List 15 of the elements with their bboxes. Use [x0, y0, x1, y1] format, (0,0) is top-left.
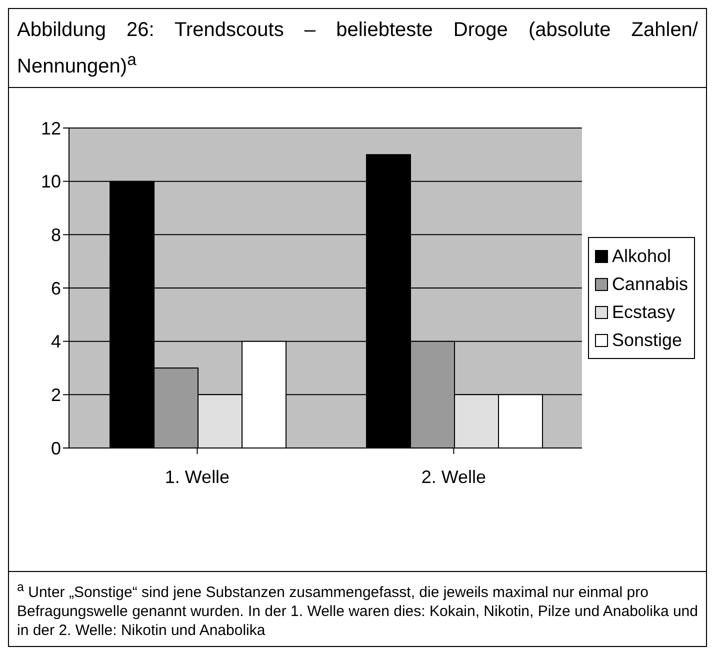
legend-label: Ecstasy	[612, 301, 675, 324]
y-tick-label: 0	[50, 438, 61, 458]
y-tick-label: 2	[50, 385, 61, 406]
x-tick-label: 1. Welle	[164, 466, 230, 487]
text: $^{a}$ Unter „Sonstige“ sind jene Substanzen zusammengefasst, die jeweils maximal nur einmal pro Befragungswelle genannt wurden. In der 1. Welle waren dies: Kokain, Nikotin, Pilze und Anabolika und in der 2. Welle: Nikotin und Anabolika	[17, 579, 698, 640]
legend-label: Sonstige	[612, 329, 682, 352]
legend-label: Cannabis	[612, 273, 688, 296]
y-tick-label: 12	[40, 118, 61, 138]
x-tick-label: 2. Welle	[421, 466, 486, 487]
chart-title: Abbildung 26: Trendscouts – beliebteste Droge (absolute Zahlen/ Nennungen)$^{a}$	[9, 9, 706, 88]
y-tick-label: 8	[50, 225, 61, 246]
y-tick-label: 4	[50, 332, 61, 352]
legend-label: Alkohol	[612, 245, 671, 268]
y-tick-label: 6	[50, 278, 61, 298]
y-tick-label: 10	[40, 172, 61, 192]
